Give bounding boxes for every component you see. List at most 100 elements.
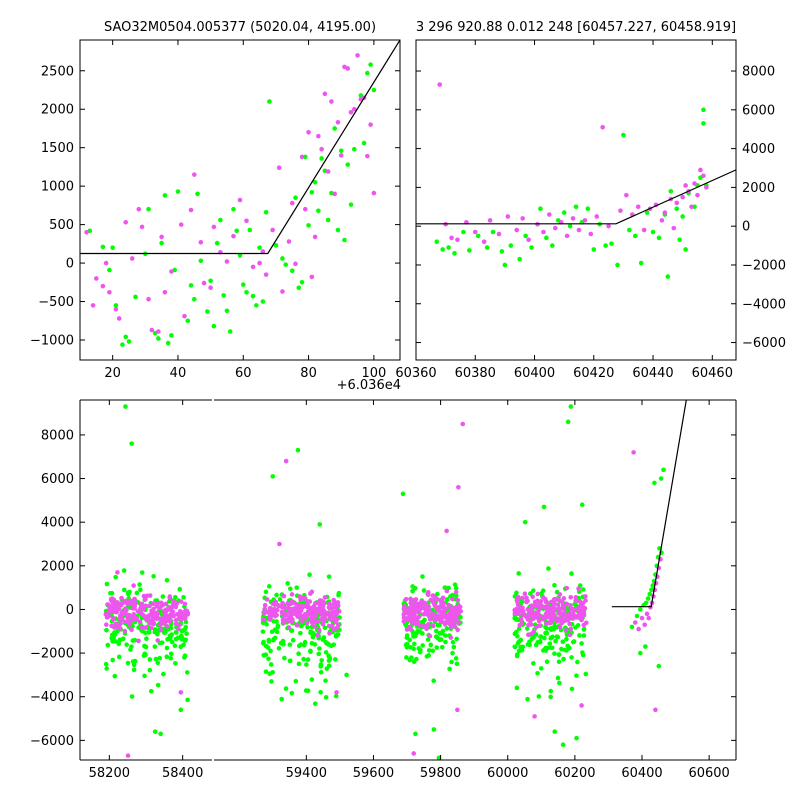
bottom-green-point [293, 678, 299, 684]
bottom-magenta-point [173, 617, 179, 623]
top-left-magenta-point [332, 191, 337, 197]
bottom-green-point [263, 589, 269, 595]
bottom-green-point [172, 643, 178, 649]
top-left-green-point [257, 245, 262, 250]
bottom-green-point [544, 630, 550, 636]
top-right-green-point [591, 247, 597, 252]
bottom-magenta-point [114, 609, 119, 615]
top-right-green-point [677, 237, 683, 243]
bottom-magenta-point [283, 612, 289, 618]
bottom-magenta-point [279, 609, 285, 615]
bottom-magenta-point [563, 628, 569, 633]
bottom-magenta-point [289, 618, 295, 624]
top-left-magenta-point [322, 91, 328, 97]
bottom-magenta-point [453, 589, 459, 595]
bottom-green-point [282, 655, 287, 661]
top-left-green-point [162, 193, 168, 198]
top-right-magenta-point [541, 229, 546, 235]
bottom-green-point [650, 583, 656, 588]
bottom-magenta-point [576, 613, 581, 618]
bottom-magenta-point [525, 607, 531, 612]
top-left-green-point [361, 140, 367, 146]
top-left-green-point [107, 267, 112, 273]
bottom-magenta-point [332, 599, 337, 605]
bottom-green-point [151, 573, 156, 579]
top-right-green-point [440, 247, 445, 252]
bottom-green-point [177, 586, 183, 592]
top-right-magenta-point [641, 227, 647, 233]
bottom-green-point [317, 522, 323, 527]
bottom-magenta-point [401, 619, 407, 624]
top-right-green-point [499, 249, 505, 254]
bottom-magenta-point [525, 598, 530, 604]
bottom-magenta-point [333, 604, 339, 610]
bottom-green-point [516, 571, 521, 576]
bottom-ytick-label: 6000 [41, 472, 74, 487]
bottom-magenta-point [164, 618, 170, 624]
bottom-magenta-point [130, 617, 136, 623]
bottom-magenta-point [303, 614, 309, 620]
bottom-magenta-point [147, 593, 153, 598]
bottom-magenta-point [405, 610, 411, 616]
bottom-green-point [538, 666, 544, 671]
bottom-green-point [560, 742, 566, 748]
top-left-xtick-label: 80 [300, 366, 317, 381]
bottom-magenta-point [283, 617, 289, 623]
bottom-green-point [577, 633, 582, 638]
bottom-magenta-point [174, 601, 180, 606]
bottom-magenta-point [329, 605, 335, 610]
bottom-green-point [565, 643, 571, 649]
bottom-green-point [161, 671, 166, 677]
bottom-green-point [407, 657, 413, 663]
bottom-magenta-point [581, 622, 587, 628]
bottom-magenta-point [158, 627, 164, 633]
bottom-magenta-point [564, 601, 570, 607]
top-left-green-point [244, 290, 249, 295]
bottom-green-point [417, 649, 423, 655]
top-left-magenta-point [345, 66, 351, 71]
top-left-green-point [368, 62, 373, 67]
bottom-green-point [184, 670, 190, 675]
bottom-green-point [531, 661, 536, 666]
bottom-magenta-point [639, 615, 645, 621]
bottom-green-point [318, 689, 323, 695]
bottom-green-point [546, 566, 551, 571]
bottom-green-point [323, 678, 328, 683]
bottom-magenta-point [518, 616, 524, 622]
top-left-green-point [133, 294, 138, 300]
bottom-xtick-label: 59400 [286, 766, 327, 781]
bottom-green-point [420, 643, 425, 648]
bottom-green-point [453, 656, 459, 661]
bottom-ytick-label: −2000 [30, 647, 74, 662]
top-left-green-point [198, 258, 204, 264]
bottom-magenta-point [405, 617, 410, 623]
bottom-magenta-point [308, 591, 313, 596]
bottom-green-point [305, 688, 311, 694]
top-left-green-point [205, 309, 210, 314]
bottom-magenta-point [137, 619, 143, 625]
top-right-magenta-point [514, 227, 520, 233]
bottom-magenta-point [289, 592, 295, 597]
bottom-magenta-point [104, 622, 109, 627]
top-right-green-point [544, 235, 549, 241]
bottom-green-point [544, 659, 550, 665]
top-left-green-point [348, 202, 354, 207]
bottom-magenta-point [318, 612, 324, 617]
bottom-green-point [125, 660, 131, 666]
bottom-green-point [552, 582, 557, 588]
bottom-green-point [514, 652, 520, 657]
bottom-magenta-point [557, 592, 563, 597]
bottom-magenta-point [564, 617, 570, 622]
top-right-magenta-point-group [437, 82, 709, 244]
bottom-magenta-point [535, 598, 540, 604]
top-right-green-point [615, 262, 620, 268]
bottom-green-point [321, 635, 327, 640]
bottom-green-point [407, 637, 413, 643]
top-right-green-point [665, 274, 671, 279]
bottom-magenta-point [150, 601, 156, 607]
bottom-green-point [155, 660, 161, 666]
top-right-green-point [701, 107, 706, 113]
bottom-green-point [434, 645, 440, 650]
top-left-green-point [214, 240, 220, 246]
top-left-green-point [273, 243, 279, 248]
